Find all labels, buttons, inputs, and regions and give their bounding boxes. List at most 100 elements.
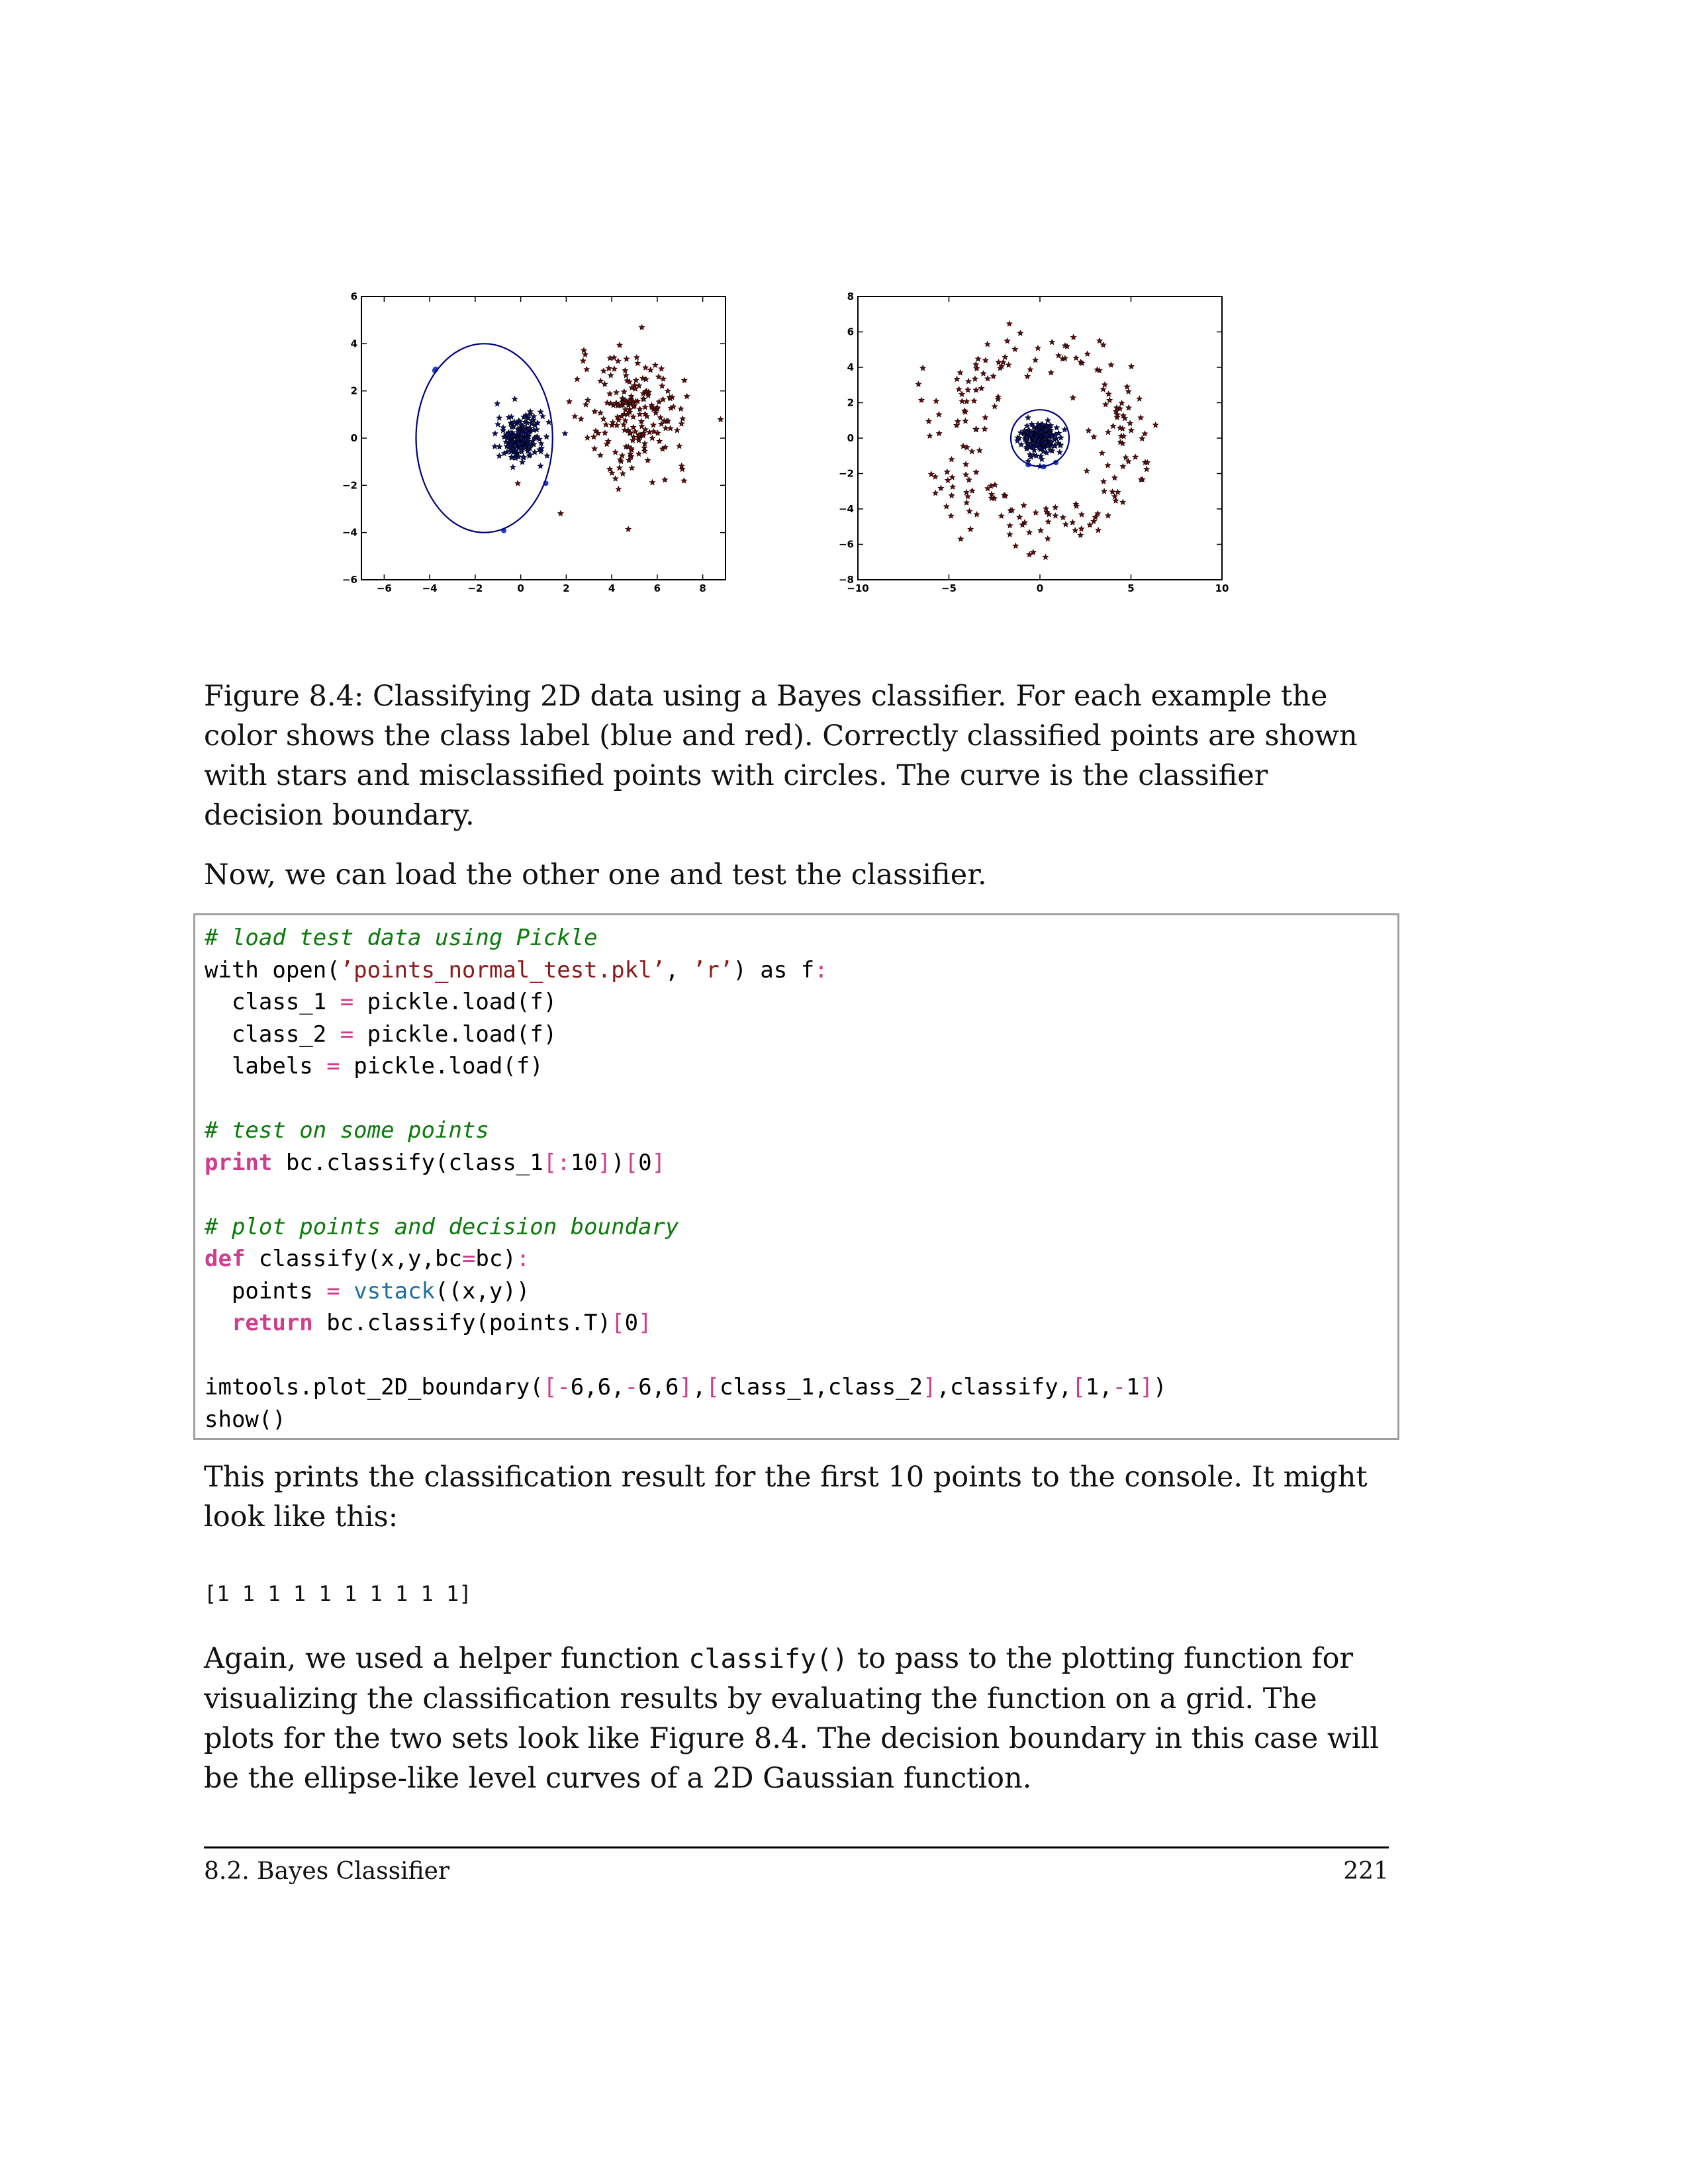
code-token: [: bbox=[543, 1149, 571, 1176]
data-point bbox=[1043, 426, 1050, 433]
data-point bbox=[994, 395, 1002, 402]
data-point bbox=[1036, 444, 1043, 451]
data-point bbox=[1123, 383, 1131, 390]
data-point bbox=[1033, 452, 1040, 459]
data-point bbox=[511, 395, 518, 402]
data-point bbox=[605, 365, 612, 371]
data-point bbox=[491, 443, 498, 449]
data-point bbox=[679, 415, 686, 422]
data-point bbox=[1109, 422, 1117, 430]
data-point bbox=[620, 398, 627, 405]
data-point bbox=[1119, 463, 1127, 470]
data-point bbox=[1104, 462, 1111, 469]
data-point bbox=[659, 382, 666, 389]
data-point bbox=[953, 375, 961, 383]
data-point bbox=[1111, 474, 1118, 481]
data-point bbox=[496, 452, 503, 459]
data-point bbox=[1057, 441, 1064, 449]
data-point bbox=[1125, 388, 1132, 394]
code-token: ) as f bbox=[733, 956, 815, 983]
data-point bbox=[1004, 338, 1011, 344]
y-tick-label: 4 bbox=[847, 361, 854, 373]
data-point bbox=[533, 426, 540, 433]
data-point bbox=[1038, 455, 1045, 463]
data-point bbox=[1119, 412, 1127, 419]
data-point bbox=[649, 434, 656, 441]
data-point bbox=[988, 494, 995, 502]
data-point bbox=[1041, 435, 1049, 442]
data-point bbox=[539, 412, 546, 420]
data-point bbox=[494, 421, 502, 428]
data-point bbox=[514, 429, 522, 435]
code-token: bc.classify(points.T) bbox=[312, 1310, 612, 1336]
data-point bbox=[1031, 446, 1038, 453]
data-point bbox=[557, 510, 564, 517]
code-token: pickle.load(f) bbox=[353, 989, 557, 1015]
closing-text-after: to pass to the plotting function for vis… bbox=[204, 1642, 1379, 1795]
data-point bbox=[615, 485, 622, 492]
data-point bbox=[1032, 356, 1039, 363]
data-point bbox=[1052, 512, 1059, 519]
data-point bbox=[590, 433, 597, 440]
data-point bbox=[613, 388, 620, 396]
code-token: = bbox=[326, 1277, 340, 1304]
data-point bbox=[1078, 359, 1086, 367]
x-tick-label: −5 bbox=[941, 582, 957, 594]
data-point bbox=[1105, 428, 1112, 435]
code-token: ] bbox=[1139, 1374, 1154, 1400]
x-tick-label: 5 bbox=[1127, 582, 1134, 594]
x-tick-label: 2 bbox=[563, 582, 569, 594]
data-point bbox=[1139, 435, 1146, 442]
code-token: class_1 bbox=[205, 989, 340, 1015]
data-point bbox=[1043, 508, 1051, 516]
x-tick-label: 8 bbox=[699, 582, 706, 594]
code-token: 6,6 bbox=[638, 1374, 679, 1400]
data-point bbox=[537, 463, 544, 469]
data-point bbox=[1120, 432, 1127, 439]
inline-code-classify: classify() bbox=[688, 1644, 849, 1674]
code-token: ) bbox=[611, 1149, 625, 1176]
code-token: ] bbox=[679, 1374, 692, 1400]
code-token: ’r’ bbox=[692, 956, 733, 983]
data-point bbox=[591, 408, 598, 415]
y-tick-label: 0 bbox=[351, 432, 357, 444]
data-point bbox=[1028, 420, 1035, 428]
data-point bbox=[527, 410, 534, 417]
code-token: ((x,y)) bbox=[435, 1277, 530, 1304]
data-point bbox=[1141, 430, 1149, 437]
code-token: , bbox=[692, 1374, 706, 1400]
code-token: show() bbox=[205, 1406, 286, 1433]
data-point bbox=[650, 428, 657, 435]
data-point bbox=[502, 438, 510, 445]
data-point bbox=[612, 449, 619, 455]
data-point bbox=[641, 403, 649, 410]
data-point bbox=[635, 382, 643, 389]
data-point bbox=[628, 384, 635, 391]
data-point bbox=[644, 457, 651, 464]
data-point bbox=[949, 474, 956, 480]
data-point bbox=[659, 445, 666, 452]
data-point bbox=[932, 489, 939, 496]
code-token: ,classify, bbox=[936, 1374, 1072, 1400]
x-tick-label: −4 bbox=[422, 582, 438, 594]
data-point bbox=[673, 426, 681, 433]
data-point bbox=[528, 416, 536, 424]
data-point bbox=[1122, 454, 1129, 461]
data-point bbox=[1047, 438, 1055, 445]
data-point bbox=[538, 445, 545, 451]
data-point bbox=[965, 476, 972, 483]
data-point bbox=[1052, 504, 1059, 511]
data-point bbox=[1119, 425, 1126, 432]
data-point bbox=[1092, 514, 1099, 520]
data-point bbox=[1127, 427, 1135, 433]
data-point bbox=[973, 365, 980, 372]
data-point bbox=[630, 403, 637, 410]
data-point bbox=[601, 429, 608, 436]
data-point bbox=[580, 347, 587, 353]
data-point bbox=[510, 432, 517, 439]
data-point bbox=[1032, 427, 1039, 434]
data-point bbox=[1017, 441, 1025, 448]
page-number: 221 bbox=[1343, 1858, 1389, 1885]
data-point bbox=[1051, 442, 1059, 449]
plot-frame bbox=[361, 296, 726, 580]
